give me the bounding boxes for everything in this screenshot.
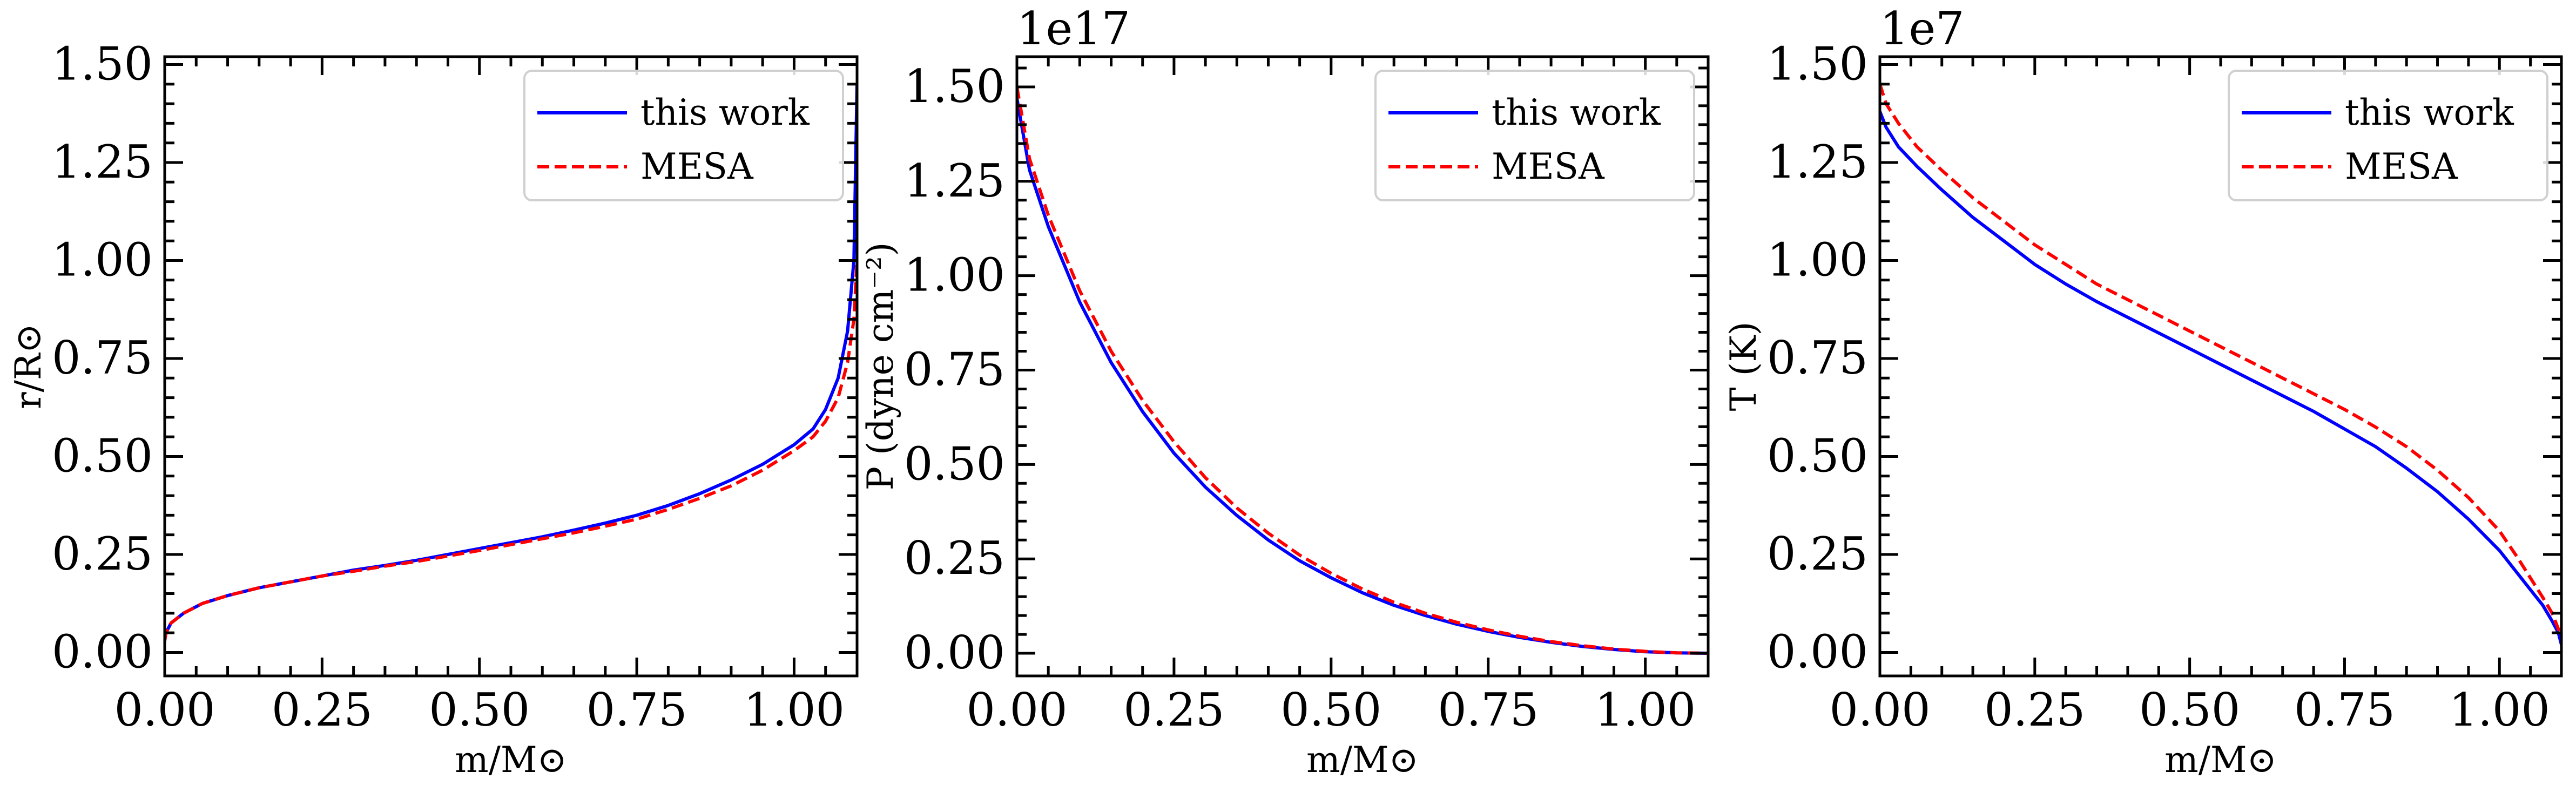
pressure-legend-box [1374, 70, 1695, 201]
temperature-offset-label: 1e7 [1880, 2, 1965, 55]
panel-radius: 0.00 0.25 0.50 0.75 1.00 0.00 0.25 0.50 0.75 1.00… [8, 38, 859, 781]
pressure-y-tick-label: 0.00 [904, 626, 1005, 679]
temperature-series-this-work-line [1880, 111, 2561, 645]
temperature-x-axis-label: m/M⊙ [2164, 739, 2277, 781]
radius-x-tick-label: 0.50 [429, 683, 530, 736]
pressure-y-tick-label: 0.50 [904, 437, 1005, 490]
temperature-y-tick-label: 0.00 [1767, 625, 1868, 678]
radius-x-tick-label: 0.25 [272, 683, 373, 736]
pressure-legend-mesa-label: MESA [1492, 146, 1605, 187]
temperature-y-tick-label: 0.50 [1767, 429, 1868, 482]
temperature-y-tick-label: 1.50 [1767, 38, 1868, 91]
radius-y-tick-label: 1.00 [52, 233, 153, 286]
radius-y-axis-label: r/R⊙ [8, 323, 49, 409]
panel-pressure: 0.00 0.25 0.50 0.75 1.00 0.00 0.25 0.50 0.75 1.00… [860, 2, 1710, 781]
temperature-x-tick-label: 0.75 [2294, 683, 2395, 736]
temperature-y-tick-label: 0.25 [1767, 527, 1868, 580]
pressure-y-axis-label: P (dyne cm⁻²) [860, 242, 901, 491]
temperature-x-tick-label: 0.25 [1984, 683, 2085, 736]
pressure-x-tick-label: 0.25 [1123, 683, 1224, 736]
pressure-offset-label: 1e17 [1017, 2, 1130, 55]
pressure-series-mesa-line [1017, 86, 1708, 655]
temperature-x-tick-label: 0.00 [1829, 683, 1930, 736]
radius-y-tick-label: 0.75 [52, 331, 153, 384]
temperature-legend-mesa-label: MESA [2345, 146, 2458, 187]
pressure-x-tick-label: 0.00 [966, 683, 1067, 736]
radius-x-tick-label: 1.00 [744, 683, 845, 736]
pressure-legend-this-work-label: this work [1492, 92, 1661, 133]
pressure-y-tick-label: 0.25 [904, 532, 1005, 585]
radius-series-mesa-line [165, 260, 857, 641]
radius-y-tick-label: 0.00 [52, 625, 153, 678]
pressure-y-tick-label: 0.75 [904, 343, 1005, 396]
radius-x-axis-label: m/M⊙ [455, 739, 567, 781]
temperature-legend-this-work-label: this work [2345, 92, 2514, 133]
temperature-x-tick-label: 1.00 [2449, 683, 2550, 736]
temperature-y-axis-label: T (K) [1723, 322, 1764, 411]
temperature-y-tick-label: 1.25 [1767, 136, 1868, 188]
pressure-x-axis-label: m/M⊙ [1306, 739, 1419, 781]
pressure-x-tick-label: 1.00 [1595, 683, 1696, 736]
radius-y-tick-label: 1.25 [52, 136, 153, 188]
radius-y-tick-label: 0.25 [52, 527, 153, 580]
panel-temperature: 0.00 0.25 0.50 0.75 1.00 0.00 0.25 0.50 0.75 1.00… [1723, 2, 2563, 781]
pressure-x-tick-label: 0.50 [1280, 683, 1381, 736]
radius-y-tick-label: 1.50 [52, 38, 153, 91]
radius-legend-mesa-label: MESA [640, 146, 754, 187]
pressure-y-tick-label: 1.00 [904, 249, 1005, 302]
temperature-y-tick-label: 0.75 [1767, 331, 1868, 384]
radius-x-tick-label: 0.00 [114, 683, 215, 736]
radius-y-tick-label: 0.50 [52, 429, 153, 482]
radius-legend-this-work-label: this work [640, 92, 810, 133]
temperature-y-tick-label: 1.00 [1767, 233, 1868, 286]
pressure-y-tick-label: 1.25 [904, 154, 1005, 207]
radius-legend-box [523, 70, 844, 201]
pressure-x-tick-label: 0.75 [1438, 683, 1539, 736]
temperature-x-tick-label: 0.50 [2139, 683, 2240, 736]
pressure-y-tick-label: 1.50 [904, 60, 1005, 113]
temperature-series-mesa-line [1880, 83, 2561, 638]
temperature-legend-box [2228, 70, 2548, 201]
radius-x-tick-label: 0.75 [586, 683, 687, 736]
